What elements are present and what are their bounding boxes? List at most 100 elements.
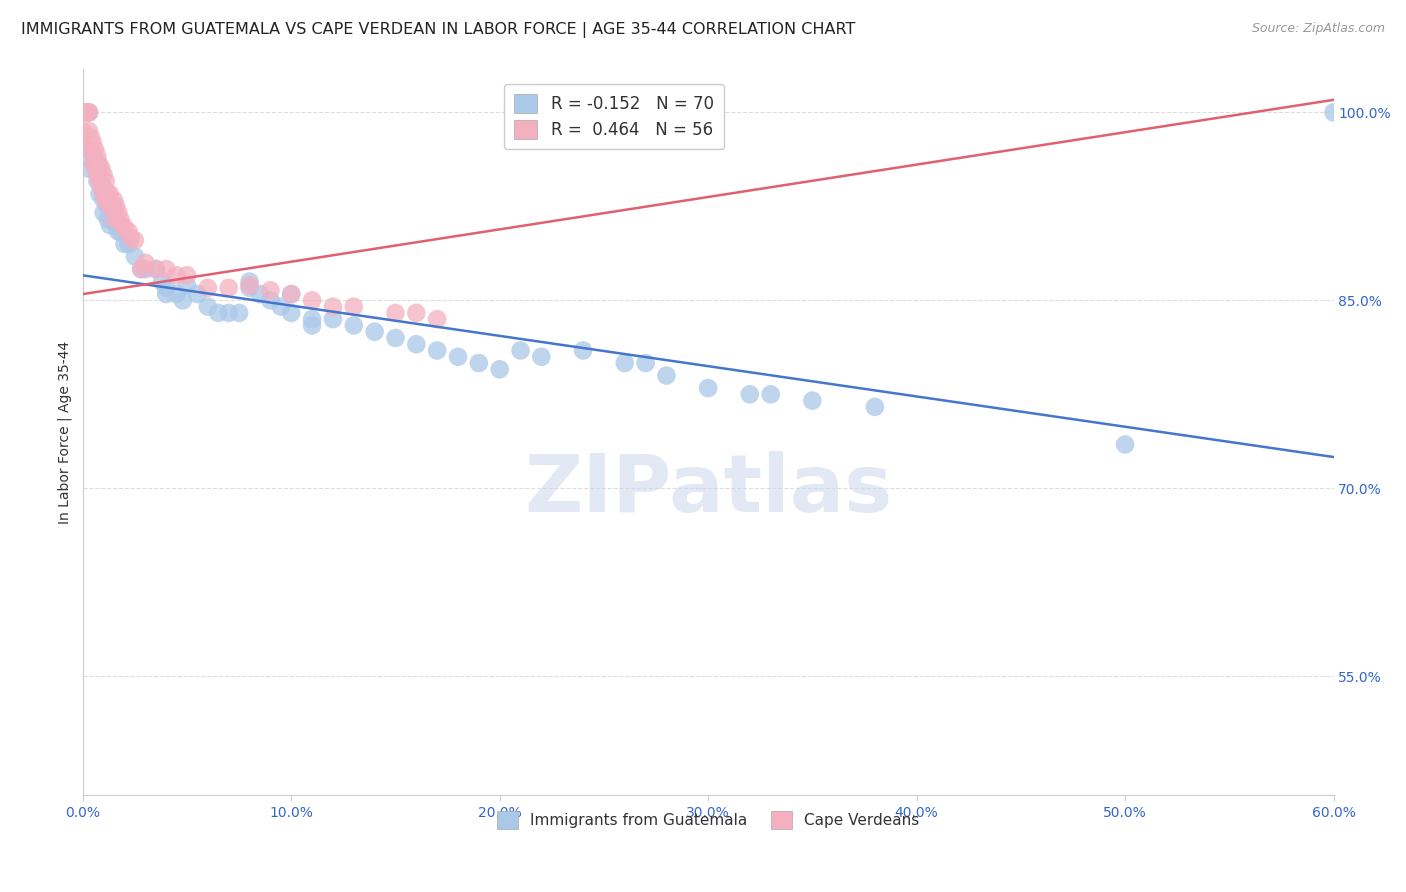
Point — [111, 218, 134, 232]
Point — [77, 124, 100, 138]
Point — [1322, 105, 1344, 120]
Point — [82, 155, 104, 169]
Point — [280, 287, 302, 301]
Point — [218, 281, 240, 295]
Text: ZIPatlas: ZIPatlas — [524, 451, 893, 529]
Point — [77, 105, 100, 120]
Point — [105, 218, 128, 232]
Point — [72, 105, 94, 120]
Point — [124, 250, 146, 264]
Point — [155, 287, 177, 301]
Point — [343, 300, 366, 314]
Point — [530, 350, 553, 364]
Point — [103, 211, 125, 226]
Legend: Immigrants from Guatemala, Cape Verdeans: Immigrants from Guatemala, Cape Verdeans — [491, 805, 925, 835]
Point — [384, 331, 406, 345]
Point — [89, 174, 111, 188]
Point — [176, 268, 198, 283]
Point — [176, 278, 198, 293]
Point — [166, 287, 188, 301]
Point — [120, 230, 142, 244]
Point — [218, 306, 240, 320]
Point — [86, 168, 108, 182]
Point — [105, 199, 128, 213]
Point — [97, 211, 120, 226]
Point — [801, 393, 824, 408]
Point — [103, 199, 125, 213]
Point — [97, 193, 120, 207]
Point — [384, 306, 406, 320]
Point — [634, 356, 657, 370]
Point — [155, 281, 177, 295]
Point — [280, 306, 302, 320]
Point — [238, 278, 260, 293]
Point — [94, 193, 117, 207]
Point — [84, 161, 107, 176]
Point — [572, 343, 595, 358]
Point — [172, 293, 194, 308]
Point — [150, 275, 173, 289]
Point — [93, 205, 115, 219]
Point — [118, 237, 141, 252]
Point — [738, 387, 761, 401]
Point — [197, 300, 219, 314]
Point — [301, 318, 323, 333]
Point — [280, 287, 302, 301]
Point — [77, 143, 100, 157]
Point — [363, 325, 385, 339]
Point — [186, 287, 208, 301]
Point — [86, 149, 108, 163]
Point — [97, 199, 120, 213]
Point — [759, 387, 782, 401]
Point — [426, 312, 449, 326]
Point — [103, 211, 125, 226]
Point — [655, 368, 678, 383]
Point — [93, 193, 115, 207]
Point — [94, 174, 117, 188]
Point — [1114, 437, 1136, 451]
Point — [155, 262, 177, 277]
Point — [82, 155, 104, 169]
Point — [134, 256, 156, 270]
Point — [84, 143, 107, 157]
Point — [447, 350, 470, 364]
Point — [259, 283, 281, 297]
Point — [197, 281, 219, 295]
Point — [82, 136, 104, 151]
Point — [301, 312, 323, 326]
Point — [114, 220, 136, 235]
Point — [114, 237, 136, 252]
Point — [110, 211, 132, 226]
Point — [103, 193, 125, 207]
Point — [90, 180, 112, 194]
Point — [124, 233, 146, 247]
Point — [98, 218, 121, 232]
Point — [322, 300, 344, 314]
Point — [89, 186, 111, 201]
Y-axis label: In Labor Force | Age 35-44: In Labor Force | Age 35-44 — [58, 341, 72, 524]
Point — [93, 186, 115, 201]
Point — [863, 400, 886, 414]
Point — [488, 362, 510, 376]
Point — [107, 205, 129, 219]
Point — [145, 262, 167, 277]
Point — [228, 306, 250, 320]
Text: Source: ZipAtlas.com: Source: ZipAtlas.com — [1251, 22, 1385, 36]
Point — [129, 262, 152, 277]
Point — [98, 199, 121, 213]
Point — [72, 124, 94, 138]
Point — [89, 158, 111, 172]
Point — [343, 318, 366, 333]
Point — [76, 105, 98, 120]
Point — [107, 224, 129, 238]
Point — [129, 262, 152, 277]
Point — [468, 356, 491, 370]
Point — [77, 105, 100, 120]
Point — [86, 174, 108, 188]
Text: IMMIGRANTS FROM GUATEMALA VS CAPE VERDEAN IN LABOR FORCE | AGE 35-44 CORRELATION: IMMIGRANTS FROM GUATEMALA VS CAPE VERDEA… — [21, 22, 855, 38]
Point — [207, 306, 229, 320]
Point — [249, 287, 271, 301]
Point — [405, 337, 427, 351]
Point — [322, 312, 344, 326]
Point — [301, 293, 323, 308]
